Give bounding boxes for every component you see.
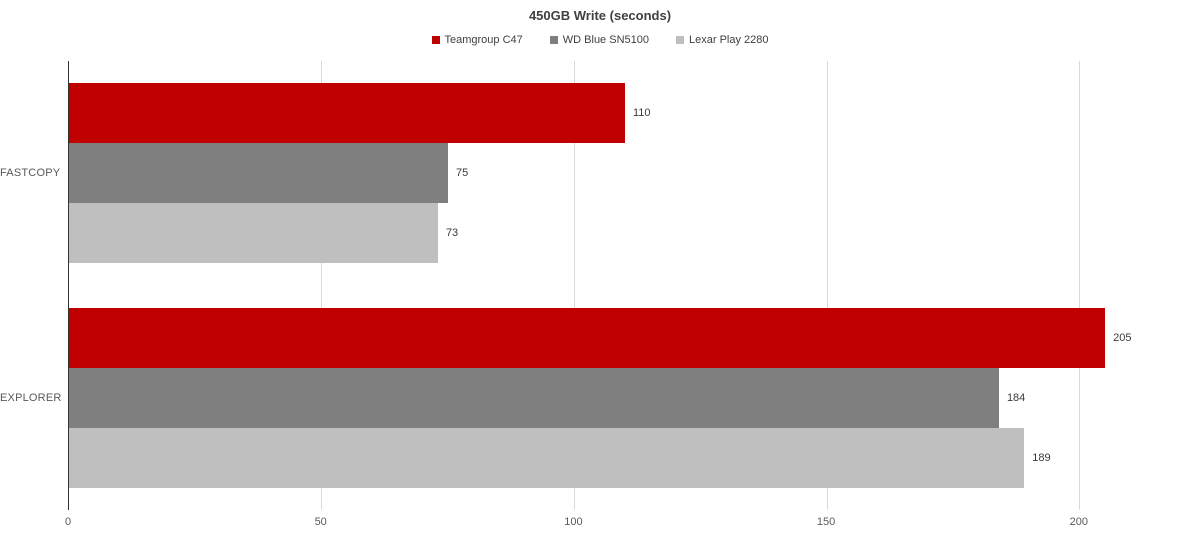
legend-label: Teamgroup C47 [444,34,523,46]
legend-item-lexar: Lexar Play 2280 [676,34,769,46]
plot-area: 110 75 73 205 184 189 [68,61,1190,510]
legend-swatch-icon [549,36,558,44]
legend-item-wd-blue: WD Blue SN5100 [549,34,649,46]
x-tick-label: 50 [314,516,327,528]
bar-fastcopy-series1 [69,143,449,204]
value-label: 110 [632,107,651,120]
value-label: 73 [445,227,459,240]
legend-label: WD Blue SN5100 [562,34,649,46]
legend: Teamgroup C47 WD Blue SN5100 Lexar Play … [0,34,1200,46]
chart-title: 450GB Write (seconds) [528,8,672,23]
bar-fastcopy-series0 [69,83,625,144]
legend-label: Lexar Play 2280 [689,34,769,46]
legend-item-teamgroup: Teamgroup C47 [431,34,523,46]
value-label: 184 [1006,391,1026,404]
bar-explorer-series2 [69,427,1025,488]
x-tick-label: 200 [1069,516,1088,528]
bar-explorer-series1 [69,367,999,428]
value-label: 205 [1113,331,1132,344]
x-tick-label: 150 [816,516,836,528]
x-tick-label: 100 [564,516,583,528]
legend-swatch-icon [676,36,684,44]
x-tick-label: 0 [64,516,72,528]
category-label: EXPLORER [0,391,62,404]
gridline [1079,61,1081,510]
category-label: FASTCOPY [0,167,61,180]
value-label: 75 [456,167,469,180]
gridline [826,61,828,510]
gridline [573,61,575,510]
gridline [321,61,323,510]
legend-swatch-icon [431,36,440,44]
bar-explorer-series0 [69,307,1106,368]
bar-fastcopy-series2 [69,203,438,264]
value-label: 189 [1032,451,1051,464]
